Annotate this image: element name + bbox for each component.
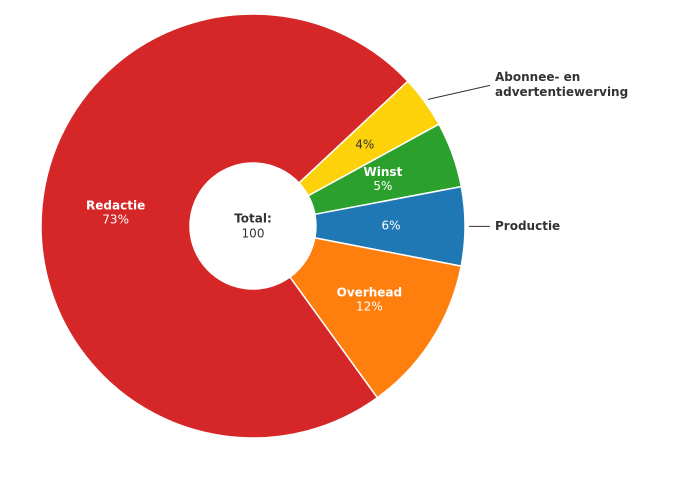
leader-line [427,84,491,100]
slice-name: Redactie [86,198,145,212]
slice-name: Overhead [337,286,402,300]
slice-percent: 12% [356,300,383,314]
slice-percent: 5% [373,179,392,193]
slice-name: Winst [364,165,403,179]
center-label: Total: [234,212,272,226]
slice-percent: 73% [102,212,129,226]
outside-label: Abonnee- en advertentiewerving [495,70,629,100]
slice-percent: 4% [355,138,374,152]
slice [40,13,409,439]
center-total: 100 [242,227,265,241]
outside-label: Productie [495,218,561,233]
slice-percent: 6% [381,219,400,233]
slice [288,237,463,399]
